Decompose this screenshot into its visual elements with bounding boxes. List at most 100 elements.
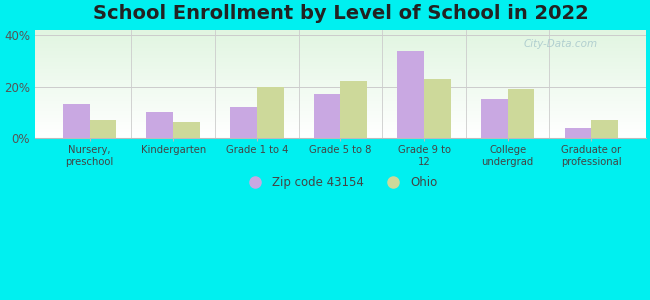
Bar <box>35 70 646 71</box>
Bar <box>35 97 646 98</box>
Title: School Enrollment by Level of School in 2022: School Enrollment by Level of School in … <box>92 4 588 23</box>
Bar <box>35 96 646 97</box>
Bar <box>35 108 646 109</box>
Bar <box>35 109 646 110</box>
Bar <box>35 50 646 51</box>
Bar <box>35 103 646 104</box>
Bar <box>35 83 646 84</box>
Bar <box>35 46 646 47</box>
Bar <box>35 88 646 89</box>
Bar <box>35 75 646 76</box>
Bar <box>35 71 646 72</box>
Bar <box>35 133 646 134</box>
Bar <box>35 128 646 129</box>
Bar <box>35 38 646 39</box>
Bar <box>35 112 646 113</box>
Bar <box>35 36 646 37</box>
Bar <box>35 73 646 74</box>
Bar <box>35 59 646 60</box>
Bar <box>35 47 646 48</box>
Bar <box>35 66 646 67</box>
Bar <box>35 101 646 102</box>
Bar <box>35 69 646 70</box>
Bar <box>35 105 646 106</box>
Bar <box>63 104 90 138</box>
Bar <box>35 48 646 49</box>
Bar <box>35 33 646 34</box>
Bar <box>35 134 646 135</box>
Bar <box>35 100 646 101</box>
Bar <box>35 106 646 107</box>
Bar <box>35 60 646 61</box>
Bar <box>35 79 646 80</box>
Bar <box>35 122 646 123</box>
Bar <box>35 61 646 62</box>
Bar <box>35 77 646 78</box>
Bar <box>35 132 646 133</box>
Bar <box>35 30 646 31</box>
Bar <box>35 99 646 100</box>
Text: City-Data.com: City-Data.com <box>524 39 598 49</box>
Bar <box>230 107 257 138</box>
Bar <box>35 114 646 115</box>
Bar <box>35 76 646 77</box>
Bar <box>481 99 508 138</box>
Bar <box>35 107 646 108</box>
Bar <box>35 113 646 114</box>
Bar <box>35 43 646 44</box>
Bar <box>35 129 646 130</box>
Bar <box>592 120 618 138</box>
Bar <box>35 93 646 94</box>
Bar <box>35 92 646 93</box>
Bar <box>35 37 646 38</box>
Bar <box>35 95 646 96</box>
Bar <box>35 61 646 62</box>
Bar <box>35 135 646 136</box>
Bar <box>35 53 646 54</box>
Bar <box>508 89 534 138</box>
Bar <box>35 90 646 91</box>
Bar <box>35 126 646 127</box>
Bar <box>35 94 646 95</box>
Bar <box>35 131 646 132</box>
Legend: Zip code 43154, Ohio: Zip code 43154, Ohio <box>239 172 442 194</box>
Bar <box>35 54 646 55</box>
Bar <box>35 118 646 119</box>
Bar <box>35 74 646 75</box>
Bar <box>35 116 646 117</box>
Bar <box>35 65 646 66</box>
Bar <box>90 120 116 138</box>
Bar <box>424 79 451 138</box>
Bar <box>35 72 646 73</box>
Bar <box>35 115 646 116</box>
Bar <box>35 49 646 50</box>
Bar <box>257 87 283 138</box>
Bar <box>35 51 646 52</box>
Bar <box>35 42 646 43</box>
Bar <box>35 32 646 33</box>
Bar <box>173 122 200 138</box>
Bar <box>35 67 646 68</box>
Bar <box>146 112 173 138</box>
Bar <box>35 111 646 112</box>
Bar <box>35 82 646 83</box>
Bar <box>35 136 646 137</box>
Bar <box>35 120 646 121</box>
Bar <box>35 35 646 36</box>
Bar <box>35 55 646 56</box>
Bar <box>35 123 646 124</box>
Bar <box>35 130 646 131</box>
Bar <box>341 82 367 138</box>
Bar <box>565 128 592 138</box>
Bar <box>35 121 646 122</box>
Bar <box>35 52 646 53</box>
Bar <box>35 119 646 120</box>
Bar <box>397 51 424 138</box>
Bar <box>35 62 646 63</box>
Bar <box>35 41 646 42</box>
Bar <box>35 110 646 111</box>
Bar <box>35 78 646 79</box>
Bar <box>314 94 341 138</box>
Bar <box>35 137 646 138</box>
Bar <box>35 124 646 125</box>
